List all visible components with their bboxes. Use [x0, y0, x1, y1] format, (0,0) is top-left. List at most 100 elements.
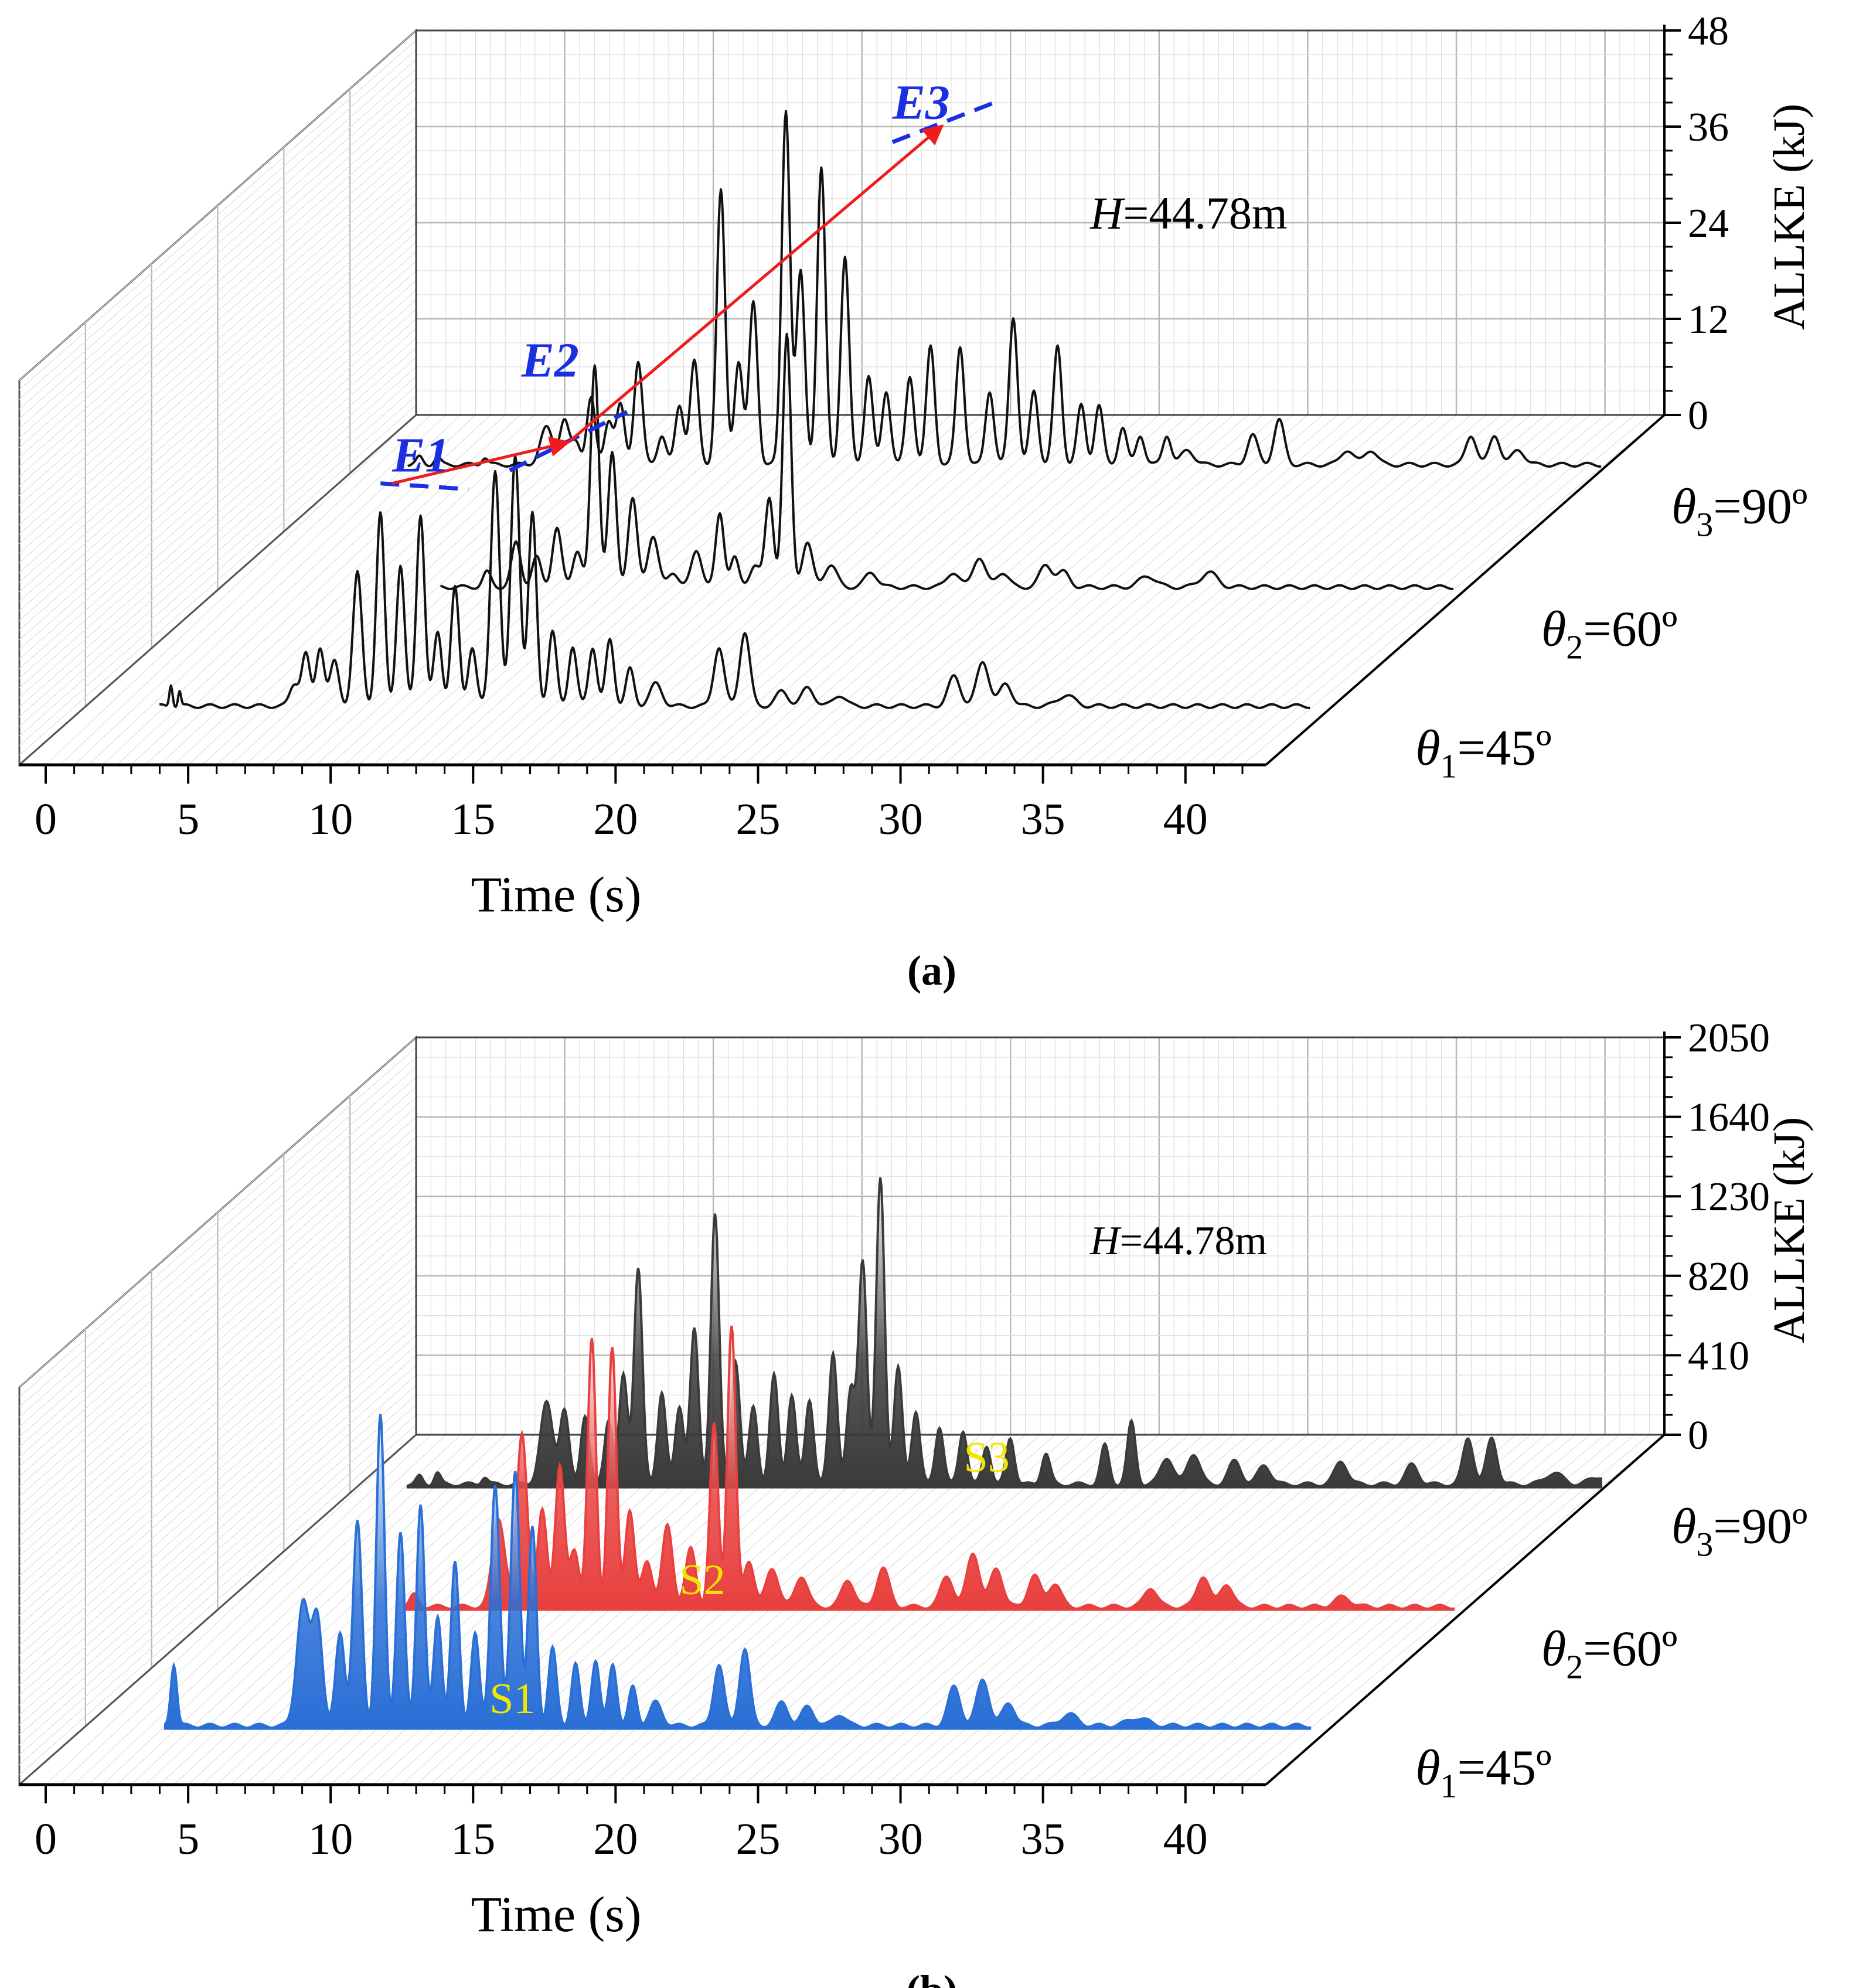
left-grid-h	[19, 107, 417, 458]
floor-grid	[159, 1434, 536, 1785]
series-label: θ3=90º	[1671, 478, 1807, 544]
floor-grid	[501, 414, 892, 765]
x-tick-label: 30	[878, 1815, 923, 1864]
floor-edge-right	[1265, 1434, 1666, 1786]
left-grid-h	[19, 1226, 417, 1577]
left-grid-h	[19, 232, 417, 583]
left-grid-h	[19, 222, 417, 573]
theta-value: =60º	[1583, 1621, 1677, 1677]
theta-value: =45º	[1457, 1739, 1551, 1795]
x-tick-label: 10	[308, 795, 353, 844]
floor-grid	[530, 414, 922, 765]
left-grid-h	[19, 1374, 417, 1725]
left-grid-h	[19, 183, 417, 535]
height-symbol: H	[1089, 188, 1125, 239]
floor-grid	[1000, 414, 1412, 765]
series-area-1	[164, 1414, 1312, 1730]
height-annotation: H=44.78m	[1089, 188, 1288, 239]
left-grid-h	[19, 290, 417, 641]
x-tick-label: 10	[308, 1815, 353, 1864]
left-grid-h	[19, 165, 417, 516]
left-grid-h	[19, 1364, 417, 1715]
left-grid-h	[19, 1344, 417, 1696]
floor-grid	[758, 414, 1160, 765]
floor-grid	[914, 414, 1323, 765]
left-grid-h	[19, 1107, 417, 1458]
floor-grid	[145, 414, 520, 765]
y-tick-label: 820	[1688, 1254, 1749, 1299]
left-grid-h	[19, 1156, 417, 1507]
floor-grid	[59, 414, 431, 765]
y-axis-label: ALLKE (kJ)	[1765, 104, 1814, 330]
floor-grid	[672, 414, 1071, 765]
left-grid-h	[19, 1335, 417, 1686]
left-grid-h	[19, 203, 417, 554]
left-grid-h	[19, 1166, 417, 1517]
theta-subscript: 2	[1566, 1648, 1583, 1686]
floor-grid	[886, 414, 1293, 765]
y-tick-label: 2050	[1688, 1016, 1770, 1061]
floor-grid	[943, 414, 1353, 765]
left-grid-h	[19, 1126, 417, 1478]
x-tick-label: 35	[1021, 795, 1065, 844]
floor-grid	[544, 414, 937, 765]
area-label-s1: S1	[489, 1675, 535, 1723]
x-tick-label: 20	[593, 1815, 638, 1864]
floor-grid	[515, 414, 907, 765]
height-symbol: H	[1089, 1218, 1122, 1264]
left-grid-h	[19, 1404, 417, 1755]
marker-label-e1: E1	[391, 428, 450, 483]
floor-grid	[801, 414, 1204, 765]
x-tick-label: 15	[451, 1815, 495, 1864]
floor-grid	[487, 414, 877, 765]
floor-grid	[59, 1434, 431, 1785]
left-grid-h	[19, 1245, 417, 1596]
y-tick-label: 36	[1688, 105, 1729, 150]
floor-grid	[1213, 414, 1635, 765]
x-tick-label: 5	[177, 1815, 199, 1864]
floor-grid	[715, 414, 1115, 765]
floor-edge-left	[19, 414, 417, 766]
series-label: θ1=45º	[1415, 1739, 1551, 1805]
floor-grid	[857, 414, 1264, 765]
y-tick-label: 12	[1688, 297, 1729, 342]
y-axis-label: ALLKE (kJ)	[1765, 1117, 1814, 1343]
floor-grid	[102, 414, 476, 765]
grid	[18, 25, 1681, 784]
floor-grid	[1057, 414, 1472, 765]
left-grid-h	[19, 69, 417, 420]
floor-grid	[88, 414, 461, 765]
floor-grid	[601, 414, 996, 765]
floor-grid	[159, 414, 536, 765]
left-grid-h	[19, 328, 417, 679]
theta-symbol: θ	[1671, 478, 1696, 535]
left-grid-h	[19, 1176, 417, 1527]
floor-grid	[643, 414, 1041, 765]
y-tick-label: 1230	[1688, 1175, 1770, 1220]
left-grid-h	[19, 1116, 417, 1468]
floor-edge-right	[1265, 414, 1666, 766]
left-grid-h	[19, 347, 417, 698]
left-grid-h	[19, 1087, 417, 1438]
panel-caption: (a)	[907, 947, 956, 994]
theta-value: =90º	[1713, 478, 1807, 535]
floor-grid	[615, 414, 1011, 765]
theta-subscript: 3	[1696, 1526, 1713, 1564]
left-grid-h	[19, 59, 417, 410]
left-grid-h	[19, 405, 417, 756]
left-grid-h	[19, 357, 417, 708]
series-area-3	[406, 1177, 1602, 1489]
x-tick-label: 0	[35, 1815, 57, 1864]
left-grid-h	[19, 395, 417, 746]
floor-grid	[729, 414, 1130, 765]
left-grid-h	[19, 270, 417, 621]
left-grid-h	[19, 174, 417, 525]
floor-grid	[786, 414, 1189, 765]
y-tick-label: 410	[1688, 1333, 1749, 1378]
x-tick-label: 35	[1021, 1815, 1065, 1864]
floor-grid	[843, 414, 1249, 765]
left-grid-h	[19, 1325, 417, 1676]
envelope-markers	[380, 101, 993, 492]
floor-grid	[373, 414, 758, 765]
